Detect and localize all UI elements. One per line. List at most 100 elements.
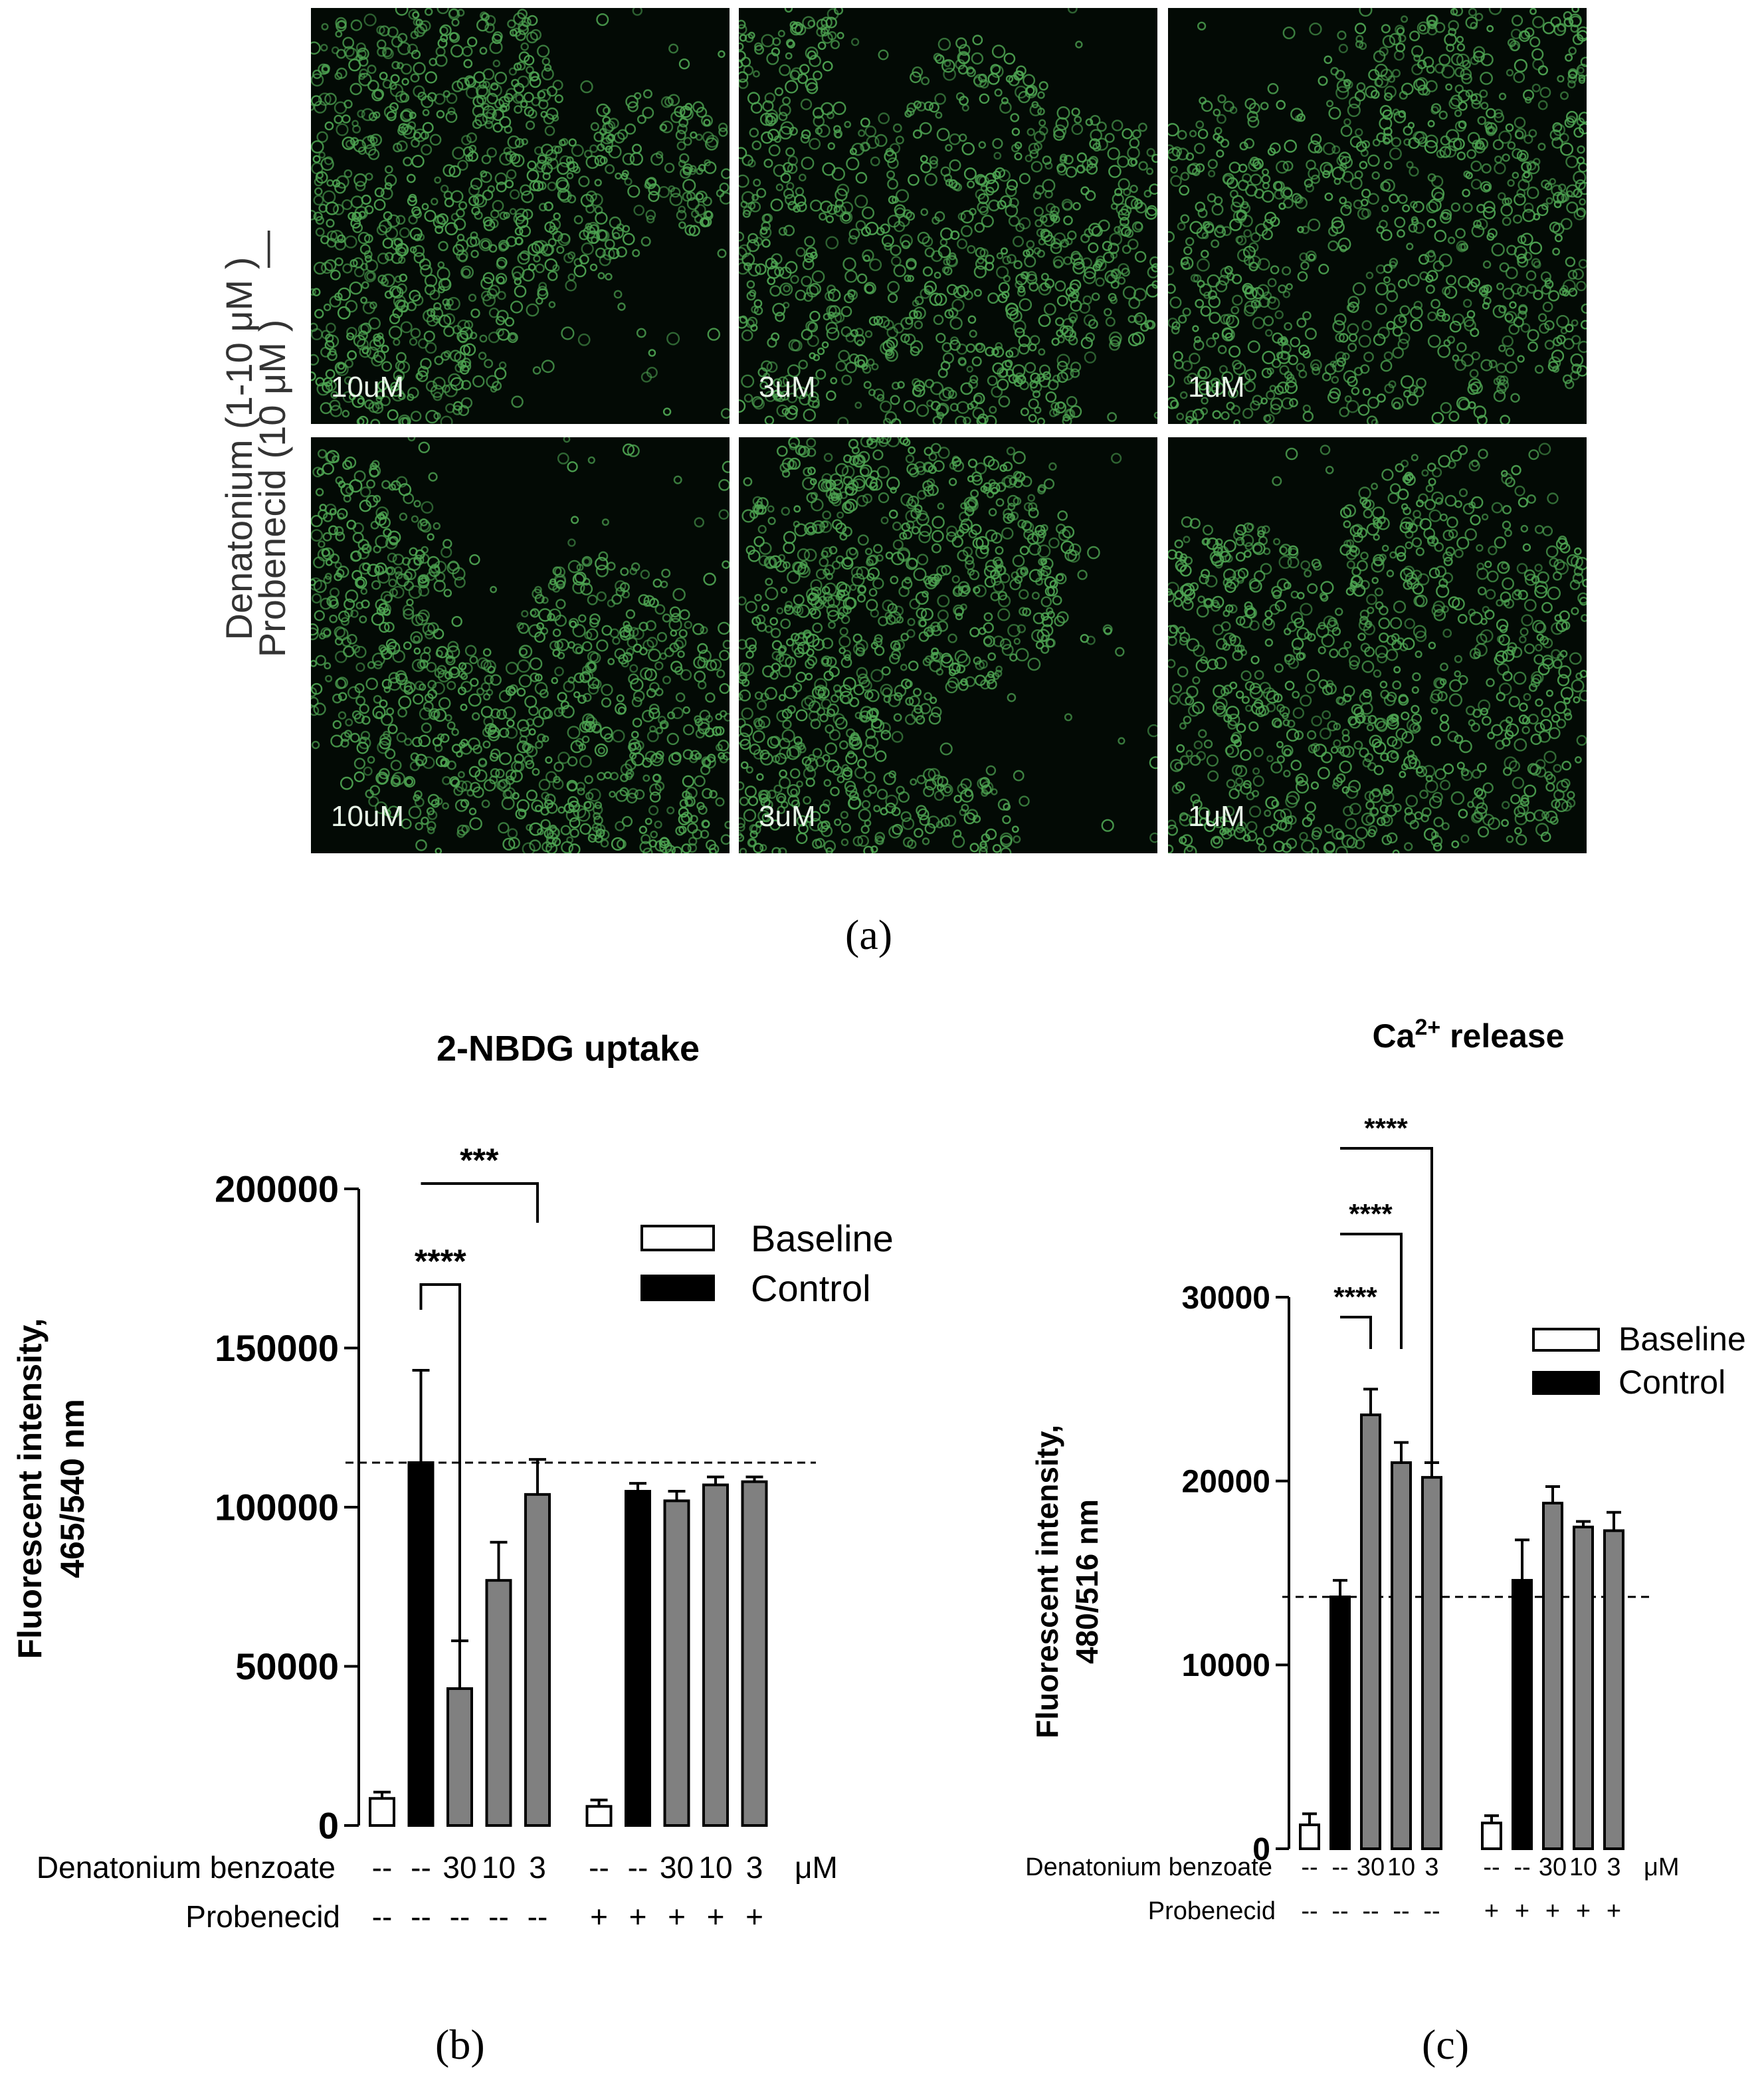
cell-mark <box>1525 270 1537 281</box>
cell-mark <box>1108 165 1122 178</box>
cell-mark <box>1177 130 1187 140</box>
cell-mark <box>1526 186 1539 199</box>
cell-mark <box>456 824 468 836</box>
micrograph-tile: 10uM <box>311 8 730 424</box>
cell-mark <box>977 257 985 264</box>
cell-mark <box>1389 147 1402 160</box>
cell-mark <box>682 179 696 193</box>
cell-mark <box>1323 163 1333 173</box>
cell-mark <box>1240 215 1253 227</box>
cell-mark <box>823 313 831 321</box>
cell-mark <box>646 730 659 742</box>
cell-mark <box>1038 348 1046 356</box>
cell-mark <box>1511 465 1521 476</box>
cell-mark <box>1424 140 1438 154</box>
cell-mark <box>1416 766 1424 774</box>
cell-mark <box>503 211 510 219</box>
cell-mark <box>1006 307 1019 320</box>
cell-mark <box>1306 669 1320 682</box>
cell-mark <box>413 18 421 27</box>
cell-mark <box>518 809 527 817</box>
cell-mark <box>1319 727 1331 740</box>
cell-mark <box>747 31 755 39</box>
cell-mark <box>573 691 581 698</box>
cell-mark <box>817 41 827 51</box>
cell-mark <box>999 638 1012 650</box>
cell-mark <box>855 220 866 231</box>
cell-mark <box>959 96 969 106</box>
cell-mark <box>967 809 979 821</box>
cell-mark <box>344 730 352 738</box>
cell-mark <box>779 653 793 667</box>
cell-mark <box>1034 219 1043 228</box>
cell-mark <box>1474 142 1486 154</box>
cell-mark <box>904 110 912 118</box>
cell-mark <box>367 134 375 142</box>
cell-mark <box>851 446 860 455</box>
cell-mark <box>795 445 806 456</box>
cell-mark <box>311 73 324 87</box>
cell-mark <box>626 647 635 657</box>
cell-mark <box>470 231 478 239</box>
cell-mark <box>1302 411 1314 422</box>
cell-mark <box>587 221 600 235</box>
cell-mark <box>1456 342 1467 353</box>
cell-mark <box>1363 352 1374 362</box>
cell-mark <box>520 42 530 51</box>
cell-mark <box>466 37 478 47</box>
cell-mark <box>385 748 396 760</box>
cell-mark <box>956 529 965 538</box>
cell-mark <box>1403 126 1413 136</box>
cell-mark <box>904 680 913 688</box>
cell-mark <box>1381 179 1395 193</box>
cell-mark <box>1522 209 1535 223</box>
cell-mark <box>1040 596 1052 607</box>
cell-mark <box>715 713 723 721</box>
cell-mark <box>1502 520 1512 530</box>
cell-mark <box>411 154 425 168</box>
cell-mark <box>340 732 351 742</box>
cell-mark <box>968 379 978 389</box>
cell-mark <box>961 803 969 812</box>
cell-mark <box>427 680 437 689</box>
cell-mark <box>1560 142 1574 156</box>
cell-mark <box>1057 510 1068 521</box>
cell-mark <box>454 799 468 812</box>
cell-mark <box>852 475 866 489</box>
cell-mark <box>844 597 857 609</box>
cell-mark <box>1374 78 1383 87</box>
cell-mark <box>1493 389 1506 402</box>
cell-mark <box>1106 274 1116 284</box>
cell-mark <box>486 688 494 696</box>
cell-mark <box>1456 43 1466 52</box>
cell-mark <box>1046 607 1054 615</box>
cell-mark <box>567 273 575 281</box>
cell-mark <box>1117 276 1126 285</box>
cell-mark <box>1013 451 1026 465</box>
cell-mark <box>1064 329 1076 342</box>
cell-mark <box>425 409 439 424</box>
cell-mark <box>611 837 625 851</box>
cell-mark <box>913 568 927 581</box>
cell-mark <box>421 501 434 514</box>
cell-mark <box>684 224 696 236</box>
cell-mark <box>1232 360 1242 370</box>
cell-mark <box>415 839 427 851</box>
cell-mark <box>322 463 334 475</box>
cell-mark <box>844 486 854 496</box>
cell-mark <box>1189 130 1197 138</box>
cell-mark <box>785 52 793 60</box>
cell-mark <box>397 361 411 373</box>
cell-mark <box>760 227 768 235</box>
cell-mark <box>335 532 345 542</box>
cell-mark <box>739 174 749 188</box>
cell-mark <box>1405 530 1414 539</box>
cell-mark <box>1488 546 1498 556</box>
cell-mark <box>933 790 945 801</box>
cell-mark <box>1065 286 1076 297</box>
cell-mark <box>1014 142 1023 150</box>
cell-mark <box>397 392 406 401</box>
cell-mark <box>803 292 813 302</box>
cell-mark <box>428 472 438 482</box>
cell-mark <box>500 102 510 112</box>
